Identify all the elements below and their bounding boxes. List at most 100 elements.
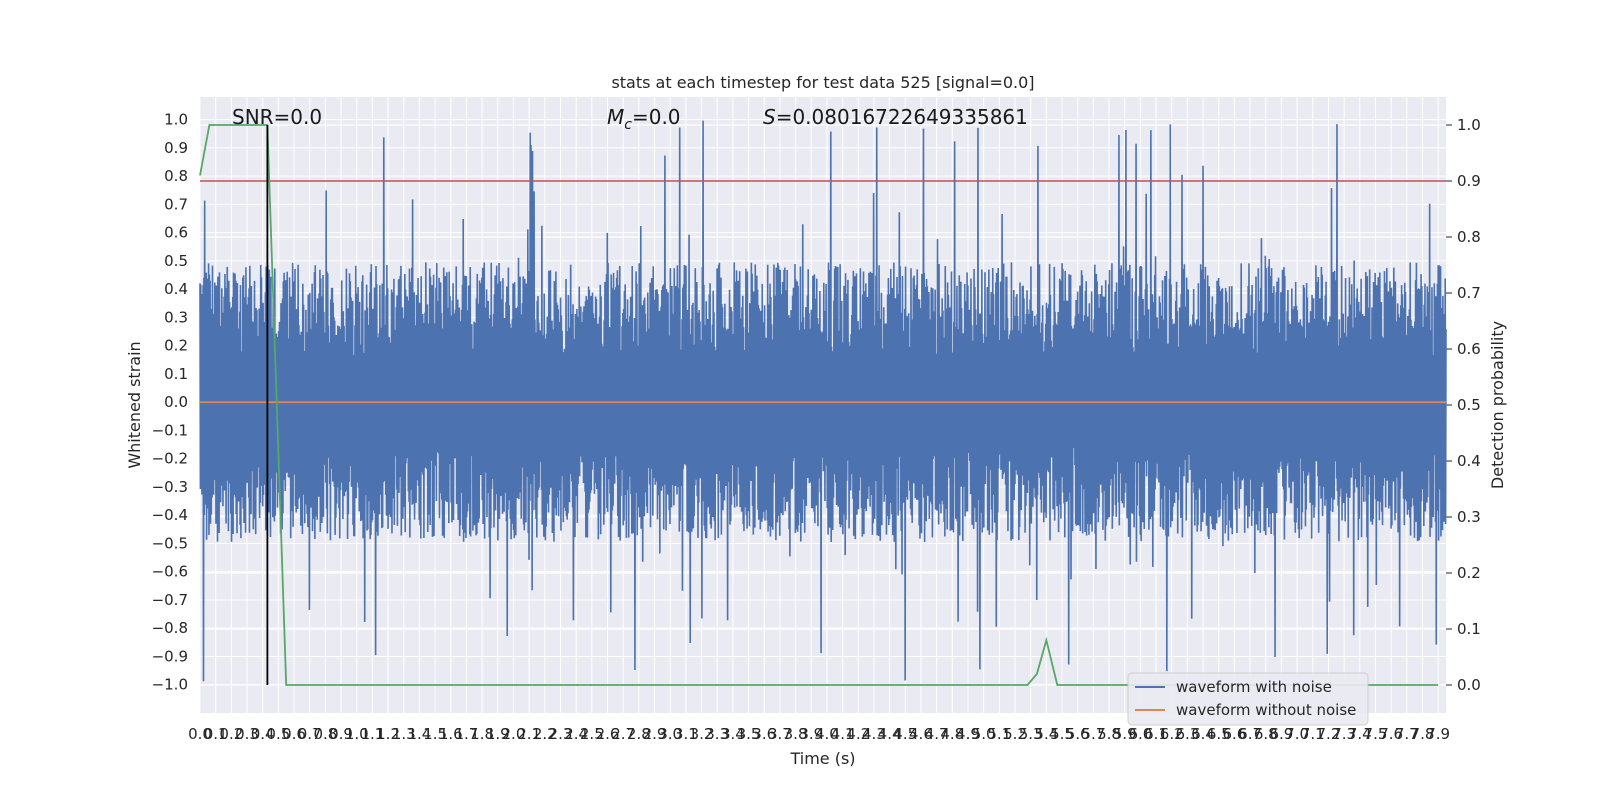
x-axis-label: Time (s) [789,749,855,768]
x-tick-label: 1.4 [407,725,431,743]
x-tick-label: 7.4 [1348,725,1372,743]
x-tick-label: 0.9 [329,725,353,743]
y2-tick-label: 0.4 [1457,452,1481,470]
y-tick-label: −1.0 [152,676,188,694]
y-tick-label: 0.6 [164,224,188,242]
y-tick-label: 1.0 [164,111,188,129]
x-tick-label: 2.2 [533,725,557,743]
x-tick-label: 5.4 [1034,725,1058,743]
x-tick-label: 5.8 [1097,725,1121,743]
y-tick-label: 0.3 [164,308,188,326]
y-tick-label: 0.9 [164,139,188,157]
x-tick-label: 3.5 [737,725,761,743]
y-tick-label: −0.8 [152,619,188,637]
x-tick-label: 0.1 [204,725,228,743]
x-tick-label: 4.6 [909,725,933,743]
x-tick-labels: 0.00.10.20.30.40.50.60.70.80.91.01.11.21… [188,725,1450,743]
x-tick-label: 3.3 [705,725,729,743]
mc-annotation: Mc=0.0 [607,105,681,133]
y-tick-label: −0.1 [152,421,188,439]
x-tick-label: 0.7 [298,725,322,743]
x-tick-label: 1.7 [455,725,479,743]
x-tick-label: 4.4 [878,725,902,743]
x-tick-label: 3.0 [658,725,682,743]
x-tick-label: 7.1 [1301,725,1325,743]
x-tick-label: 7.0 [1285,725,1309,743]
y2-tick-label: 0.1 [1457,620,1481,638]
x-tick-label: 5.0 [972,725,996,743]
x-tick-label: 2.0 [502,725,526,743]
legend-label-with-noise: waveform with noise [1176,678,1332,696]
x-tick-label: 6.7 [1238,725,1262,743]
y2-tick-label: 1.0 [1457,116,1481,134]
noise-trace [199,120,1447,682]
x-tick-label: 1.6 [439,725,463,743]
x-tick-label: 1.5 [423,725,447,743]
x-tick-label: 3.6 [752,725,776,743]
x-tick-label: 3.9 [799,725,823,743]
x-tick-label: 7.8 [1411,725,1435,743]
x-tick-label: 0.5 [266,725,290,743]
x-tick-label: 0.3 [235,725,259,743]
y-tick-label: 0.0 [164,393,188,411]
legend-box [1127,672,1369,726]
x-tick-label: 4.7 [925,725,949,743]
x-tick-label: 5.3 [1019,725,1043,743]
legend-label-without-noise: waveform without noise [1176,701,1356,719]
x-tick-label: 5.7 [1081,725,1105,743]
x-tick-label: 6.4 [1191,725,1215,743]
s-value: =0.08016722649335861 [776,105,1028,129]
x-tick-label: 7.9 [1426,725,1450,743]
x-tick-label: 0.6 [282,725,306,743]
x-tick-label: 6.8 [1254,725,1278,743]
y-tick-label: 0.1 [164,365,188,383]
y-tick-label: −0.7 [152,591,188,609]
y2-axis-label: Detection probability [1488,321,1507,489]
x-tick-label: 3.1 [674,725,698,743]
x-tick-label: 2.1 [517,725,541,743]
x-tick-label: 4.5 [893,725,917,743]
y2-tick-label: 0.2 [1457,564,1481,582]
x-tick-label: 2.3 [549,725,573,743]
y-tick-label: −0.6 [152,563,188,581]
y-tick-label: −0.4 [152,506,188,524]
x-tick-label: 4.9 [956,725,980,743]
s-annotation: S=0.08016722649335861 [763,105,1028,129]
y-axis-label: Whitened strain [125,341,144,468]
x-tick-label: 1.3 [392,725,416,743]
x-tick-label: 6.2 [1160,725,1184,743]
series-line-1 [199,124,1439,686]
x-tick-label: 2.6 [596,725,620,743]
y2-tick-label: 0.7 [1457,284,1481,302]
x-tick-label: 4.8 [940,725,964,743]
x-tick-label: 7.3 [1332,725,1356,743]
x-tick-label: 1.9 [486,725,510,743]
x-tick-label: 4.2 [846,725,870,743]
mc-value: =0.0 [632,105,681,129]
y-tick-label: −0.9 [152,647,188,665]
x-tick-label: 5.5 [1050,725,1074,743]
x-tick-label: 1.8 [470,725,494,743]
x-tick-label: 7.6 [1379,725,1403,743]
x-tick-label: 1.0 [345,725,369,743]
x-tick-label: 5.1 [987,725,1011,743]
y2-tick-labels: 1.0 0.9 0.8 0.7 0.6 0.5 0.4 0.3 0.2 0.1 0.0 [1457,116,1481,694]
noise-waveform [199,120,1447,682]
x-tick-label: 0.4 [251,725,275,743]
x-tick-label: 3.7 [768,725,792,743]
x-tick-label: 6.3 [1175,725,1199,743]
x-tick-label: 6.6 [1222,725,1246,743]
x-tick-label: 6.0 [1128,725,1152,743]
x-tick-label: 1.2 [376,725,400,743]
chart-title: stats at each timestep for test data 525… [611,73,1034,92]
y-tick-label: 0.4 [164,280,188,298]
y-tick-label: 0.2 [164,337,188,355]
x-tick-label: 0.0 [188,725,212,743]
x-tick-label: 3.8 [784,725,808,743]
x-tick-label: 2.8 [627,725,651,743]
y2-tick-label: 0.5 [1457,396,1481,414]
y2-tick-label: 0.3 [1457,508,1481,526]
y-tick-label: −0.5 [152,534,188,552]
y2-tick-label: 0.6 [1457,340,1481,358]
